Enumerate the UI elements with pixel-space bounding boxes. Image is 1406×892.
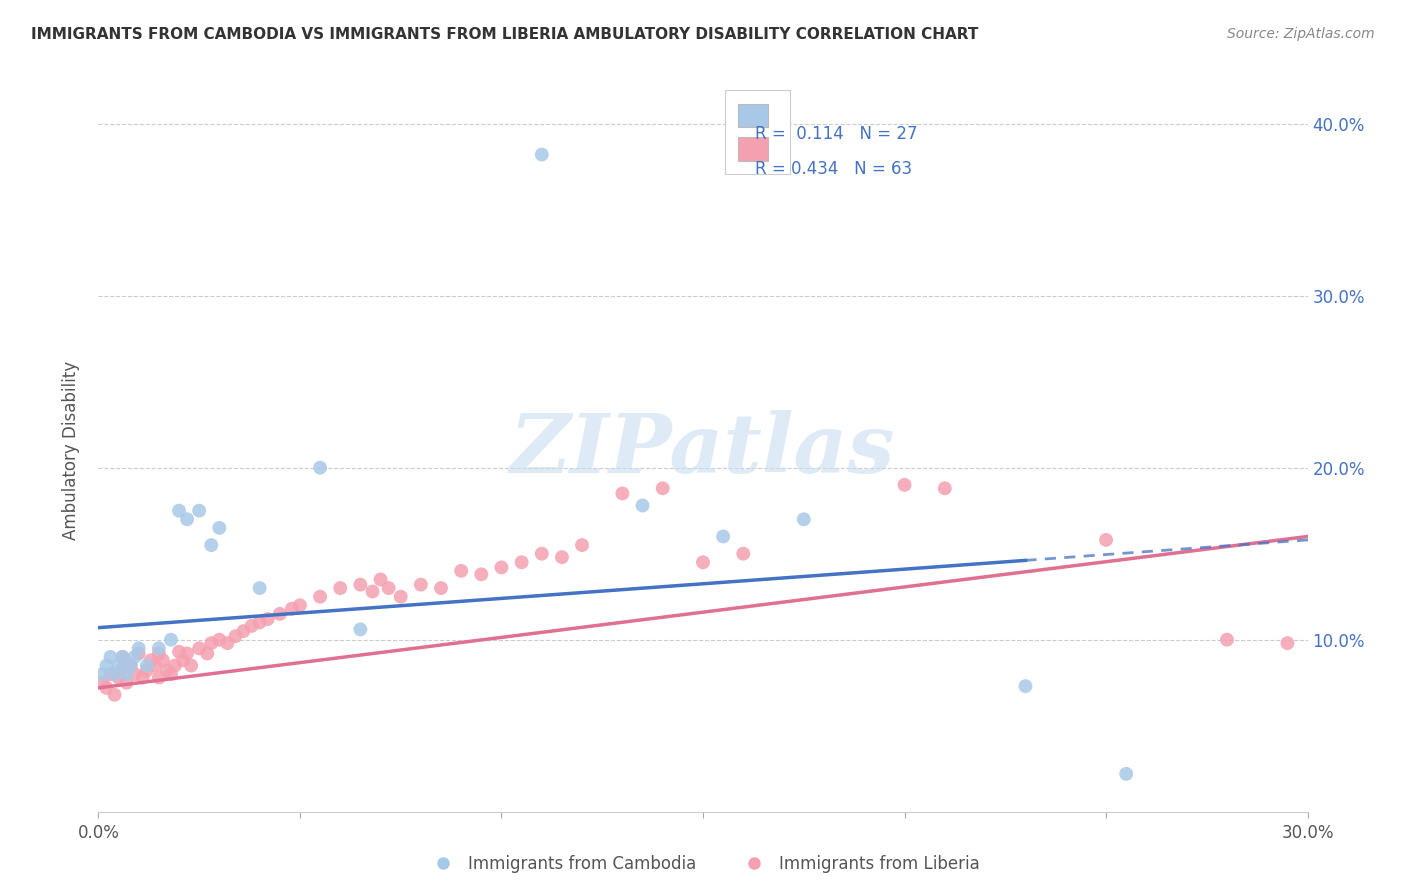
Point xyxy=(128,641,150,656)
Text: R =  0.114   N = 27: R = 0.114 N = 27 xyxy=(755,125,918,143)
Point xyxy=(200,636,222,650)
Point xyxy=(409,577,432,591)
Point xyxy=(111,649,134,664)
Point xyxy=(249,581,271,595)
Point xyxy=(180,658,202,673)
Y-axis label: Ambulatory Disability: Ambulatory Disability xyxy=(62,361,80,540)
Point xyxy=(711,529,734,543)
Point xyxy=(148,671,170,685)
Point xyxy=(195,647,218,661)
Point xyxy=(135,664,157,678)
Point xyxy=(111,649,134,664)
Point xyxy=(224,629,246,643)
Point xyxy=(107,671,129,685)
Point xyxy=(1014,679,1036,693)
Point xyxy=(107,658,129,673)
Point xyxy=(128,647,150,661)
Point xyxy=(176,512,198,526)
Point xyxy=(217,636,239,650)
Text: Source: ZipAtlas.com: Source: ZipAtlas.com xyxy=(1227,27,1375,41)
Point xyxy=(430,581,453,595)
Point xyxy=(370,573,392,587)
Point xyxy=(733,547,755,561)
Point xyxy=(329,581,352,595)
Text: IMMIGRANTS FROM CAMBODIA VS IMMIGRANTS FROM LIBERIA AMBULATORY DISABILITY CORREL: IMMIGRANTS FROM CAMBODIA VS IMMIGRANTS F… xyxy=(31,27,979,42)
Point xyxy=(135,658,157,673)
Point xyxy=(269,607,291,621)
Point xyxy=(349,623,371,637)
Point xyxy=(124,649,146,664)
Point xyxy=(167,645,190,659)
Point xyxy=(631,499,654,513)
Point xyxy=(249,615,271,630)
Legend: , : , xyxy=(725,90,790,174)
Point xyxy=(450,564,472,578)
Point xyxy=(793,512,815,526)
Point xyxy=(1277,636,1299,650)
Point xyxy=(96,681,118,695)
Point xyxy=(651,481,673,495)
Point xyxy=(103,667,125,681)
Legend: Immigrants from Cambodia, Immigrants from Liberia: Immigrants from Cambodia, Immigrants fro… xyxy=(419,848,987,880)
Point xyxy=(510,555,533,569)
Point xyxy=(100,667,122,681)
Point xyxy=(167,503,190,517)
Point xyxy=(139,653,162,667)
Point xyxy=(148,647,170,661)
Point xyxy=(893,478,915,492)
Point xyxy=(232,624,254,639)
Point xyxy=(1216,632,1239,647)
Point xyxy=(176,647,198,661)
Point xyxy=(1095,533,1118,547)
Text: ZIPatlas: ZIPatlas xyxy=(510,410,896,491)
Point xyxy=(281,601,304,615)
Point xyxy=(100,649,122,664)
Point xyxy=(551,550,574,565)
Point xyxy=(377,581,399,595)
Point xyxy=(208,521,231,535)
Point xyxy=(256,612,278,626)
Point xyxy=(160,632,183,647)
Point xyxy=(115,667,138,681)
Point xyxy=(361,584,384,599)
Point xyxy=(692,555,714,569)
Point xyxy=(188,641,211,656)
Point xyxy=(530,547,553,561)
Point xyxy=(612,486,634,500)
Point xyxy=(143,658,166,673)
Point xyxy=(188,503,211,517)
Point xyxy=(530,147,553,161)
Point xyxy=(132,671,155,685)
Point xyxy=(103,688,125,702)
Point xyxy=(152,653,174,667)
Point xyxy=(172,653,194,667)
Point xyxy=(156,664,179,678)
Point xyxy=(120,658,142,673)
Point xyxy=(309,590,332,604)
Point xyxy=(111,662,134,676)
Point xyxy=(389,590,412,604)
Point xyxy=(115,675,138,690)
Point xyxy=(571,538,593,552)
Point xyxy=(160,667,183,681)
Point xyxy=(120,658,142,673)
Point xyxy=(200,538,222,552)
Point xyxy=(124,667,146,681)
Point xyxy=(208,632,231,647)
Point xyxy=(91,675,114,690)
Point xyxy=(309,460,332,475)
Point xyxy=(470,567,492,582)
Point xyxy=(91,667,114,681)
Point xyxy=(163,658,186,673)
Point xyxy=(491,560,513,574)
Point xyxy=(240,619,263,633)
Point xyxy=(349,577,371,591)
Point xyxy=(148,641,170,656)
Text: R = 0.434   N = 63: R = 0.434 N = 63 xyxy=(755,160,912,178)
Point xyxy=(96,658,118,673)
Point xyxy=(288,599,311,613)
Point xyxy=(1115,767,1137,781)
Point xyxy=(934,481,956,495)
